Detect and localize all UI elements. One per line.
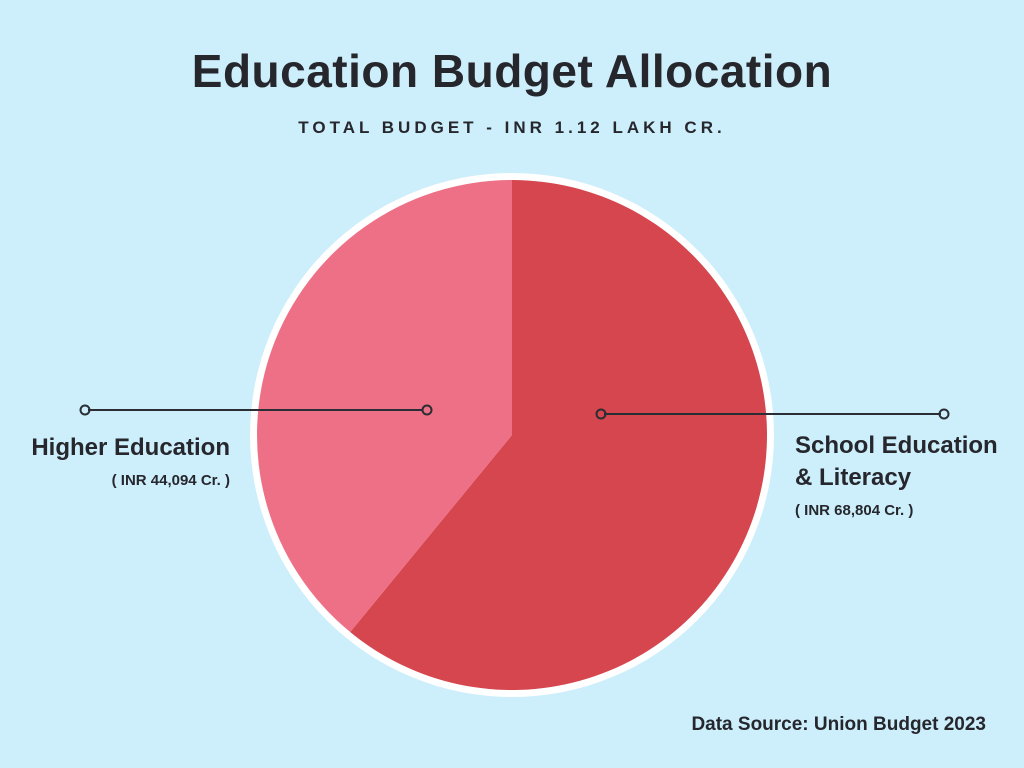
page-subtitle: TOTAL BUDGET - INR 1.12 LAKH CR. (298, 118, 726, 137)
right-callout-endpoint-outer-icon (938, 408, 950, 420)
callout-school-education-value: ( INR 68,804 Cr. ) (795, 502, 914, 519)
left-callout-endpoint-inner-icon (421, 404, 433, 416)
callout-higher-education: Higher Education ( INR 44,094 Cr. ) (18, 432, 230, 489)
pie-slice-higher-education (256, 179, 512, 633)
callout-school-education-title: School Education & Literacy (795, 432, 998, 491)
pie-slices (256, 179, 767, 690)
pie-slice-school-education-literacy (350, 180, 767, 690)
page-title: Education Budget Allocation (191, 45, 833, 97)
right-callout-endpoint-inner-icon (595, 408, 607, 420)
callout-higher-education-title: Higher Education (31, 434, 230, 461)
callout-school-education: School Education & Literacy ( INR 68,804… (795, 430, 1010, 519)
data-source-note: Data Source: Union Budget 2023 (691, 714, 986, 735)
callout-higher-education-value: ( INR 44,094 Cr. ) (111, 472, 230, 489)
left-callout-endpoint-outer-icon (79, 404, 91, 416)
